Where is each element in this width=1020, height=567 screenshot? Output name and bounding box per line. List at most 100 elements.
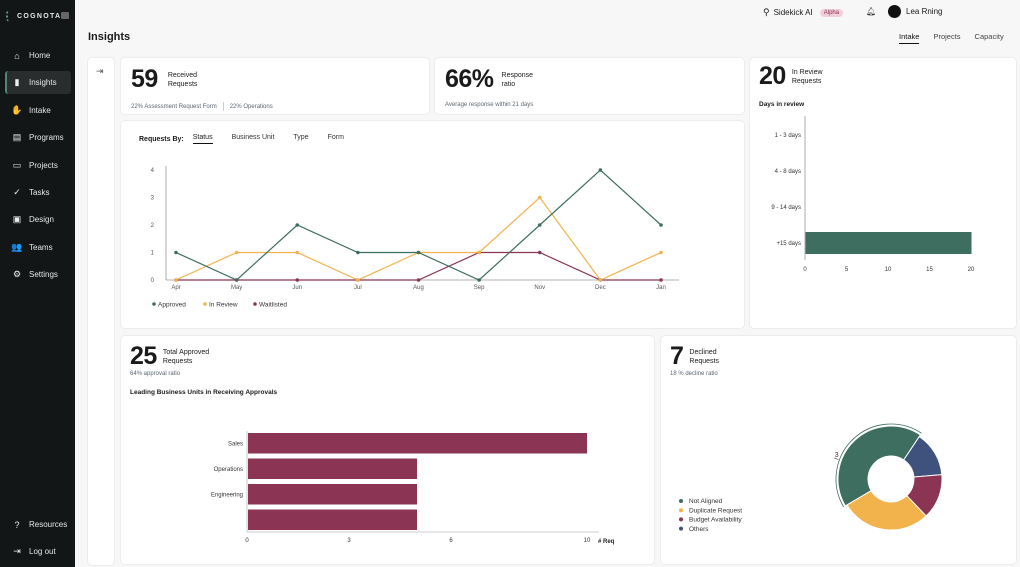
donut-slice-duplicate-request[interactable] xyxy=(846,490,927,531)
sidebar-item-log-out[interactable]: ⇥ Log out xyxy=(5,540,71,563)
bar[interactable] xyxy=(248,458,417,480)
bar[interactable] xyxy=(248,509,417,531)
sidebar-item-tasks[interactable]: ✓ Tasks xyxy=(5,181,71,204)
data-point[interactable] xyxy=(295,278,300,282)
x-tick-label: Nov xyxy=(534,285,545,291)
sidebar-item-insights[interactable]: ▮ Insights xyxy=(5,71,71,95)
data-point[interactable] xyxy=(416,250,421,255)
bar[interactable] xyxy=(805,232,972,254)
sidekick-ai-button[interactable]: ⚲ Sidekick AI Alpha xyxy=(763,7,844,18)
data-point[interactable] xyxy=(659,250,663,255)
data-point[interactable] xyxy=(477,278,481,282)
x-tick-label: Apr xyxy=(171,285,180,291)
approved-count: 25 xyxy=(130,342,157,370)
x-tick-label: 10 xyxy=(885,267,892,273)
bell-icon[interactable]: 🔔︎ xyxy=(866,7,877,16)
in-review-card: 20 In Review Requests Days in review 1 -… xyxy=(749,57,1017,329)
y-category-label: Engineering xyxy=(211,493,243,499)
x-tick-label: Jan xyxy=(656,285,666,291)
data-point[interactable] xyxy=(659,278,663,282)
sidebar-item-label: Design xyxy=(29,215,54,225)
data-point[interactable] xyxy=(416,278,421,282)
data-point[interactable] xyxy=(598,278,603,282)
avatar[interactable] xyxy=(888,5,901,18)
requests-by-tab-form[interactable]: Form xyxy=(327,134,344,141)
tab-capacity[interactable]: Capacity xyxy=(974,32,1004,41)
days-in-review-chart: 1 - 3 days 4 - 8 days 9 - 14 days +15 days 0… xyxy=(771,116,975,273)
brand-name: COGNOTA xyxy=(17,12,62,20)
sidebar-item-label: Projects xyxy=(29,160,58,170)
data-point[interactable] xyxy=(234,278,239,282)
sidebar-item-programs[interactable]: ▤ Programs xyxy=(5,126,71,149)
bar-chart-icon: ▮ xyxy=(14,77,20,88)
data-point[interactable] xyxy=(174,278,178,282)
legend-item[interactable]: Not Aligned xyxy=(679,498,723,505)
received-requests-card: 59 Received Requests 22% Assessment Requ… xyxy=(120,57,430,115)
sidebar-item-label: Tasks xyxy=(29,187,50,197)
data-point[interactable] xyxy=(295,250,300,255)
requests-by-tab-status[interactable]: Status xyxy=(192,134,213,144)
sidebar-item-settings[interactable]: ⚙ Settings xyxy=(5,263,71,286)
bar[interactable] xyxy=(248,433,587,454)
sidebar-item-teams[interactable]: 👥 Teams xyxy=(5,236,71,259)
data-point[interactable] xyxy=(295,223,300,227)
data-point[interactable] xyxy=(234,250,239,255)
collapse-icon[interactable]: ⇥ xyxy=(96,66,104,76)
gear-icon: ⚙ xyxy=(12,269,22,280)
sidebar-item-resources[interactable]: ? Resources xyxy=(5,513,71,536)
sidekick-icon: ⚲ xyxy=(763,7,770,17)
response-label-2: ratio xyxy=(501,80,516,88)
logo[interactable]: COGNOTA xyxy=(6,10,61,22)
data-point[interactable] xyxy=(477,250,481,255)
data-point[interactable] xyxy=(537,250,542,255)
legend-label: In Review xyxy=(209,302,238,309)
sidebar: COGNOTA ⌂ Home ▮ Insights ✋ Intake ▤ Programs ▭ P… xyxy=(0,0,75,567)
page-tabs: Intake Projects Capacity xyxy=(899,32,1004,44)
divider xyxy=(222,102,224,111)
legend-item[interactable]: Approved xyxy=(152,302,186,309)
received-label-1: Received xyxy=(167,71,197,79)
data-point[interactable] xyxy=(356,250,360,255)
data-point[interactable] xyxy=(537,223,542,227)
y-category-label: +15 days xyxy=(776,241,801,247)
legend-item[interactable]: Duplicate Request xyxy=(679,507,742,514)
sidebar-item-home[interactable]: ⌂ Home xyxy=(5,44,71,67)
data-point[interactable] xyxy=(537,195,542,200)
legend-item[interactable]: Waitlisted xyxy=(253,302,287,309)
tab-projects[interactable]: Projects xyxy=(933,32,961,41)
collapse-panel: ⇥ xyxy=(87,57,115,566)
series-line-in-review xyxy=(175,196,662,281)
approved-label-2: Requests xyxy=(162,357,193,365)
requests-by-tab-type[interactable]: Type xyxy=(293,134,309,141)
sidebar-item-design[interactable]: ▣ Design xyxy=(5,208,71,231)
x-axis-label: # Req xyxy=(598,539,615,545)
donut-slice-not-aligned[interactable] xyxy=(837,425,922,507)
declined-label-2: Requests xyxy=(689,357,719,365)
sidebar-item-projects[interactable]: ▭ Projects xyxy=(5,154,71,177)
requests-by-label: Requests By: xyxy=(139,135,184,143)
tab-intake[interactable]: Intake xyxy=(899,32,920,44)
bar[interactable] xyxy=(248,484,417,505)
y-category-label: Operations xyxy=(214,467,243,473)
legend-label: Others xyxy=(689,526,709,533)
requests-by-tab-business-unit[interactable]: Business Unit xyxy=(231,134,275,141)
y-category-label: Sales xyxy=(228,442,243,448)
sidebar-item-intake[interactable]: ✋ Intake xyxy=(5,99,71,122)
menu-toggle-icon[interactable] xyxy=(61,12,69,19)
y-tick-label: 3 xyxy=(151,196,155,202)
data-point[interactable] xyxy=(659,223,663,227)
legend-item[interactable]: Budget Availability xyxy=(679,517,742,524)
data-point[interactable] xyxy=(598,168,603,172)
legend-item[interactable]: In Review xyxy=(203,302,238,309)
legend-swatch xyxy=(203,302,207,306)
data-point[interactable] xyxy=(174,250,178,255)
x-tick-label: Jun xyxy=(292,285,302,291)
page-title: Insights xyxy=(88,31,131,43)
user-name[interactable]: Lea Rning xyxy=(906,7,943,16)
legend-item[interactable]: Others xyxy=(679,526,709,533)
data-point[interactable] xyxy=(356,278,360,282)
legend-swatch xyxy=(152,302,156,306)
received-count: 59 xyxy=(131,65,158,93)
home-icon: ⌂ xyxy=(14,50,20,61)
